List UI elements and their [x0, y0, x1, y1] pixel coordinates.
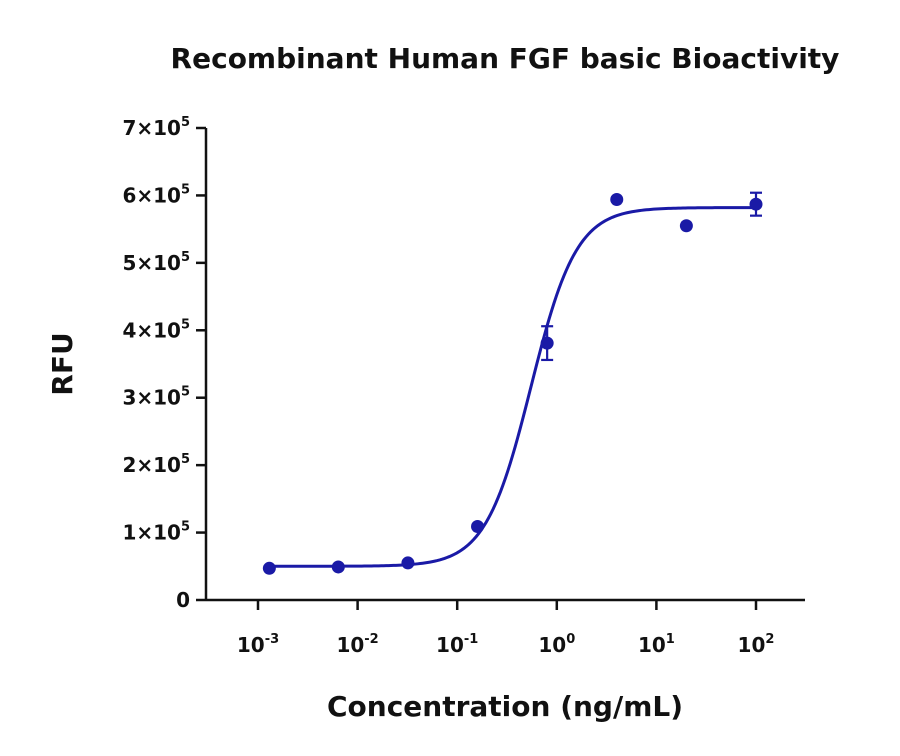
data-point [331, 560, 345, 574]
data-point [610, 192, 624, 206]
y-tick-label: 1×105 [122, 520, 190, 545]
y-tick-label: 2×105 [122, 452, 190, 477]
data-point [471, 520, 485, 534]
x-tick-label: 10-3 [237, 632, 279, 657]
data-point [679, 219, 693, 233]
y-tick-label: 7×105 [122, 115, 190, 140]
axes: 0 1×105 2×105 3×105 4×105 5×105 6×105 7×105 10-3… [122, 115, 805, 657]
data-point [262, 561, 276, 575]
data-point [749, 197, 763, 211]
y-axis-label: RFU [46, 332, 79, 395]
y-tick-label: 5×105 [122, 250, 190, 275]
y-tick-label: 6×105 [122, 182, 190, 207]
x-tick-label: 10-2 [336, 632, 378, 657]
fit-layer [269, 206, 757, 568]
y-tick-label: 0 [176, 588, 190, 612]
x-tick-label: 102 [738, 632, 775, 657]
data-point [401, 556, 415, 570]
x-tick-label: 100 [538, 632, 575, 657]
points-layer [262, 191, 763, 575]
x-axis-label: Concentration (ng/mL) [327, 690, 683, 723]
x-tick-label: 101 [638, 632, 675, 657]
y-tick-label: 3×105 [122, 385, 190, 410]
chart-title: Recombinant Human FGF basic Bioactivity [171, 42, 840, 75]
data-point [540, 336, 554, 350]
y-tick-label: 4×105 [122, 317, 190, 342]
fit-curve [269, 206, 757, 568]
x-tick-label: 10-1 [436, 632, 478, 657]
